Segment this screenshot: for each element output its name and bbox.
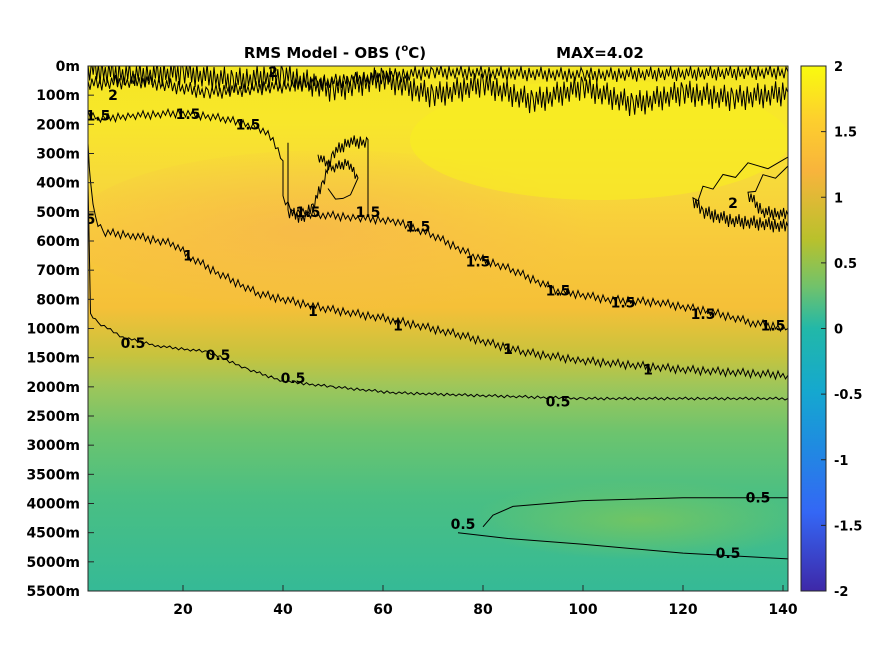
y-tick-label: 1000m <box>26 322 80 338</box>
y-tick-label: 3500m <box>26 467 80 483</box>
contour-line <box>482 497 788 528</box>
warm-core-region <box>88 150 590 310</box>
y-tick-label: 300m <box>36 147 80 163</box>
colorbar-tick-label: 0 <box>834 323 843 338</box>
contour-label: 0.5 <box>716 546 741 562</box>
y-tick-label: 400m <box>36 176 80 192</box>
contour-label: 1.5 <box>691 307 716 323</box>
colorbar-tick-label: -2 <box>834 585 848 600</box>
y-tick-label: 500m <box>36 205 80 221</box>
contour-label: 0.5 <box>746 491 771 507</box>
x-tick-label: 20 <box>173 602 193 618</box>
contour-label: 0.5 <box>71 212 96 228</box>
title-main: RMS Model - OBS ( <box>244 44 402 62</box>
y-tick-label: 100m <box>36 88 80 104</box>
contour-label: 1.5 <box>356 205 381 221</box>
contour-label: 1.5 <box>761 319 786 335</box>
contour-label: 1.5 <box>86 109 111 125</box>
x-tick-label: 120 <box>668 602 697 618</box>
y-tick-label: 800m <box>36 292 80 308</box>
x-tick-label: 80 <box>473 602 493 618</box>
x-tick-label: 100 <box>568 602 597 618</box>
contour-label: 1.5 <box>406 219 431 235</box>
x-axis-ticks: 20 40 60 80 100 120 140 <box>173 585 798 618</box>
contour-line <box>692 156 788 233</box>
y-axis-depth-ticks: 0m 100m 200m 300m 400m 500m 600m 700m 800m 1000m 1… <box>26 59 94 600</box>
title-degree: o <box>401 43 408 54</box>
contour-label: 1 <box>503 342 513 358</box>
contour-line <box>88 66 788 99</box>
contour-line <box>88 118 788 401</box>
colorbar: 2 1.5 1 0.5 0 -0.5 -1 -1.5 -2 <box>800 60 862 600</box>
max-label: MAX=4.02 <box>556 44 644 62</box>
y-tick-label: 2500m <box>26 409 80 425</box>
y-tick-label: 200m <box>36 117 80 133</box>
contour-label: 2 <box>108 88 118 104</box>
contour-label: 1 <box>183 249 193 265</box>
contour-line <box>457 532 788 560</box>
contour-lines <box>88 66 788 560</box>
y-tick-label: 3000m <box>26 438 80 454</box>
contour-line <box>317 154 359 200</box>
contour-label: 0.5 <box>546 394 571 410</box>
x-tick-label: 140 <box>768 602 797 618</box>
y-tick-label: 4000m <box>26 497 80 513</box>
colorbar-tick-label: 1.5 <box>834 126 857 141</box>
contour-label: 2 <box>268 65 278 81</box>
y-tick-label: 2000m <box>26 380 80 396</box>
y-tick-label: 4500m <box>26 526 80 542</box>
colorbar-tick-label: 0.5 <box>834 257 857 272</box>
y-tick-label: 5000m <box>26 555 80 571</box>
x-tick-label: 60 <box>373 602 393 618</box>
colorbar-ticks: 2 1.5 1 0.5 0 -0.5 -1 -1.5 -2 <box>821 60 862 600</box>
x-tick-label: 40 <box>273 602 293 618</box>
contour-label: 0.5 <box>121 336 146 352</box>
contour-label: 0.5 <box>451 517 476 533</box>
contour-label: 2 <box>728 196 738 212</box>
contour-line <box>287 135 369 223</box>
contour-label: 0.5 <box>206 348 231 364</box>
contour-label: 1.5 <box>611 295 636 311</box>
contour-line <box>88 66 788 117</box>
deep-green-region <box>470 480 788 560</box>
y-tick-label: 5500m <box>26 584 80 600</box>
contour-label: 1.5 <box>466 254 491 270</box>
contour-label: 1.5 <box>296 205 321 221</box>
contour-label: 1.5 <box>236 117 261 133</box>
colorbar-tick-label: 1 <box>834 191 843 206</box>
contour-labels: 2 1.5 1.5 1.5 2 1.5 1.5 1.5 1.5 1.5 1.5 1.5 1.5 2 1 1 1 1… <box>71 65 786 562</box>
contour-label: 1.5 <box>176 107 201 123</box>
contour-line <box>747 165 788 220</box>
contour-label: 1.5 <box>546 284 571 300</box>
contour-label: 0.5 <box>281 371 306 387</box>
colorbar-tick-label: -0.5 <box>834 388 862 403</box>
colorbar-tick-label: 2 <box>834 60 843 75</box>
y-tick-label: 1500m <box>26 351 80 367</box>
colorbar-tick-label: -1.5 <box>834 519 862 534</box>
heatmap-plot-area: 2 1.5 1.5 1.5 2 1.5 1.5 1.5 1.5 1.5 1.5 1.5 1.5 2 1 1 1 1… <box>71 65 788 591</box>
svg-text:RMS Model - OBS (oC): RMS Model - OBS (oC) <box>244 43 426 62</box>
chart-title: RMS Model - OBS (oC) <box>244 43 426 62</box>
contour-label: 1 <box>393 319 403 335</box>
y-tick-label: 700m <box>36 263 80 279</box>
y-tick-label: 600m <box>36 234 80 250</box>
contour-label: 1 <box>308 304 318 320</box>
colorbar-tick-label: -1 <box>834 454 848 469</box>
contour-line <box>88 107 788 333</box>
y-tick-label: 0m <box>56 59 80 75</box>
shallow-bright-region <box>410 80 788 200</box>
contour-line <box>88 143 788 381</box>
title-unit: C) <box>408 44 426 62</box>
contour-label: 1 <box>643 362 653 378</box>
